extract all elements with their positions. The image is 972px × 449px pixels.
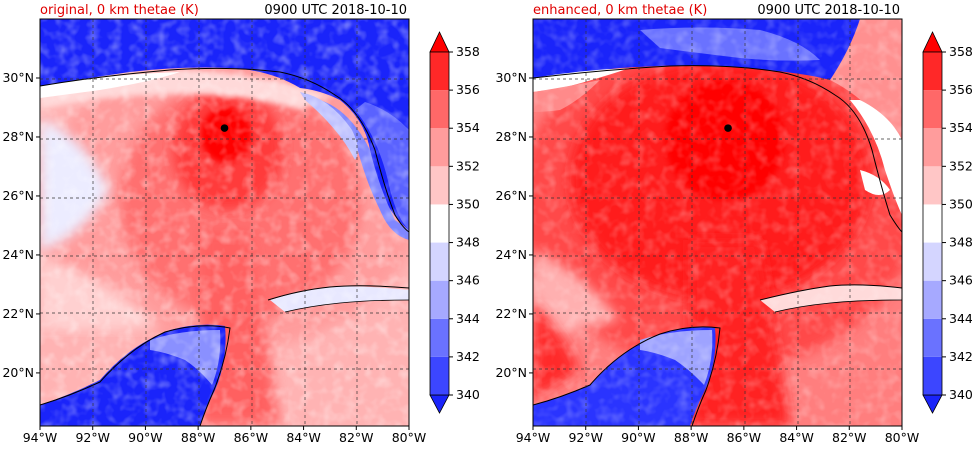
left-storm-center-marker bbox=[220, 124, 229, 132]
colorbar-band bbox=[430, 204, 449, 243]
right-panel-timestamp: 0900 UTC 2018-10-10 bbox=[757, 3, 900, 18]
y-tick-label: 20°N bbox=[495, 365, 527, 380]
colorbar-tick-label: 344 bbox=[456, 311, 480, 326]
colorbar-band bbox=[430, 356, 449, 395]
colorbar-tick-label: 346 bbox=[949, 273, 972, 288]
left-x-axis: 94°W 92°W 90°W 88°W 86°W 84°W 82°W 80°W bbox=[23, 426, 427, 445]
x-tick-label: 88°W bbox=[181, 430, 216, 445]
left-y-axis: 30°N 28°N 26°N 24°N 22°N 20°N bbox=[2, 70, 40, 380]
x-tick-label: 92°W bbox=[75, 430, 110, 445]
colorbar-tick-label: 342 bbox=[949, 349, 972, 364]
x-tick-label: 80°W bbox=[885, 430, 920, 445]
y-tick-label: 30°N bbox=[495, 70, 527, 85]
right-panel: enhanced, 0 km thetae (K) 0900 UTC 2018-… bbox=[495, 3, 972, 445]
colorbar-band bbox=[430, 280, 449, 319]
right-gridlines bbox=[533, 19, 902, 426]
colorbar-frame bbox=[922, 51, 943, 396]
colorbar-frame bbox=[429, 51, 450, 396]
colorbar-tick-label: 340 bbox=[456, 387, 480, 402]
colorbar-tick-label: 354 bbox=[949, 120, 972, 135]
colorbar-tick-label: 354 bbox=[456, 120, 480, 135]
x-tick-label: 90°W bbox=[128, 430, 163, 445]
x-tick-label: 86°W bbox=[727, 430, 762, 445]
y-tick-label: 26°N bbox=[495, 188, 527, 203]
colorbar-band bbox=[430, 318, 449, 357]
colorbar-band bbox=[430, 128, 449, 167]
y-tick-label: 28°N bbox=[495, 129, 527, 144]
colorbar-band bbox=[430, 242, 449, 281]
x-tick-label: 90°W bbox=[621, 430, 656, 445]
colorbar-band bbox=[923, 166, 942, 205]
right-colorbar: 340 342 344 346 348 350 352 354 356 358 bbox=[922, 31, 972, 414]
colorbar-band bbox=[923, 52, 942, 91]
x-tick-label: 94°W bbox=[23, 430, 58, 445]
colorbar-tick-label: 350 bbox=[456, 196, 480, 211]
left-map-field bbox=[40, 19, 409, 426]
colorbar-tick-label: 342 bbox=[456, 349, 480, 364]
left-map-frame bbox=[39, 18, 410, 427]
right-storm-center-marker bbox=[724, 124, 732, 132]
y-tick-label: 22°N bbox=[2, 306, 34, 321]
colorbar-min-extend bbox=[922, 394, 943, 414]
x-tick-label: 84°W bbox=[779, 430, 814, 445]
y-tick-label: 24°N bbox=[495, 247, 527, 262]
colorbar-band bbox=[923, 280, 942, 319]
colorbar-band bbox=[923, 128, 942, 167]
left-panel: original, 0 km thetae (K) 0900 UTC 2018-… bbox=[2, 3, 479, 445]
y-tick-label: 30°N bbox=[2, 70, 34, 85]
colorbar-tick-label: 346 bbox=[456, 273, 480, 288]
colorbar-tick-label: 352 bbox=[949, 158, 972, 173]
colorbar-min-extend bbox=[429, 394, 450, 414]
colorbar-band bbox=[430, 90, 449, 129]
colorbar-band bbox=[430, 166, 449, 205]
right-panel-title: enhanced, 0 km thetae (K) bbox=[533, 3, 707, 18]
left-gridlines bbox=[40, 19, 409, 426]
colorbar-tick-label: 352 bbox=[456, 158, 480, 173]
colorbar-tick-label: 358 bbox=[949, 44, 972, 59]
colorbar-band bbox=[923, 90, 942, 129]
right-x-axis: 94°W 92°W 90°W 88°W 86°W 84°W 82°W 80°W bbox=[516, 426, 920, 445]
colorbar-tick-label: 348 bbox=[949, 235, 972, 250]
colorbar-band bbox=[923, 242, 942, 281]
x-tick-label: 82°W bbox=[339, 430, 374, 445]
left-panel-timestamp: 0900 UTC 2018-10-10 bbox=[264, 3, 407, 18]
x-tick-label: 84°W bbox=[286, 430, 321, 445]
colorbar-max-extend bbox=[922, 31, 943, 53]
colorbar-band bbox=[923, 356, 942, 395]
colorbar-band bbox=[923, 318, 942, 357]
colorbar-max-extend bbox=[429, 31, 450, 53]
right-map-frame bbox=[532, 18, 903, 427]
colorbar-tick-label: 340 bbox=[949, 387, 972, 402]
colorbar-tick-label: 348 bbox=[456, 235, 480, 250]
colorbar-band bbox=[923, 204, 942, 243]
colorbar-band bbox=[430, 52, 449, 91]
colorbar-tick-label: 350 bbox=[949, 196, 972, 211]
right-map-field bbox=[533, 19, 902, 426]
right-y-axis: 30°N 28°N 26°N 24°N 22°N 20°N bbox=[495, 70, 533, 380]
left-panel-title: original, 0 km thetae (K) bbox=[40, 3, 199, 18]
x-tick-label: 80°W bbox=[392, 430, 427, 445]
x-tick-label: 94°W bbox=[516, 430, 551, 445]
x-tick-label: 88°W bbox=[674, 430, 709, 445]
left-colorbar: 340 342 344 346 348 350 352 354 356 358 bbox=[429, 31, 480, 414]
colorbar-tick-label: 356 bbox=[456, 82, 480, 97]
y-tick-label: 24°N bbox=[2, 247, 34, 262]
colorbar-tick-label: 356 bbox=[949, 82, 972, 97]
y-tick-label: 26°N bbox=[2, 188, 34, 203]
x-tick-label: 86°W bbox=[234, 430, 269, 445]
y-tick-label: 28°N bbox=[2, 129, 34, 144]
y-tick-label: 20°N bbox=[2, 365, 34, 380]
y-tick-label: 22°N bbox=[495, 306, 527, 321]
x-tick-label: 92°W bbox=[568, 430, 603, 445]
x-tick-label: 82°W bbox=[832, 430, 867, 445]
colorbar-tick-label: 344 bbox=[949, 311, 972, 326]
colorbar-tick-label: 358 bbox=[456, 44, 480, 59]
